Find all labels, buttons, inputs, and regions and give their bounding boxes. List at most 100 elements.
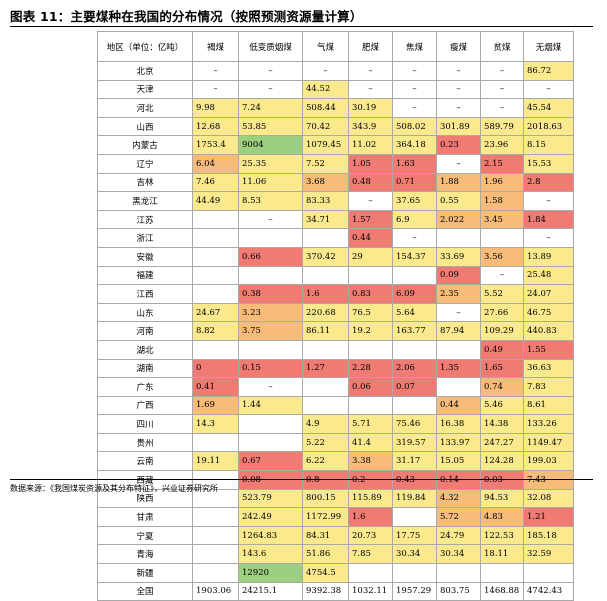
value-cell: 8.61 bbox=[523, 395, 574, 416]
value-cell: 1.84 bbox=[523, 209, 574, 230]
value-cell bbox=[436, 339, 481, 360]
value-cell: 9004 bbox=[238, 135, 303, 155]
table-row: 内蒙古 1753.4 9004 1079.45 11.02 364.18 0.23 23.96… bbox=[97, 135, 574, 155]
value-cell: – bbox=[392, 98, 437, 118]
value-cell: 1.6 bbox=[348, 507, 393, 527]
value-cell: 0.48 bbox=[348, 172, 393, 193]
region-cell: 天津 bbox=[97, 79, 193, 100]
value-cell: 0.67 bbox=[238, 451, 303, 472]
source-note: 数据来源：《我国煤炭资源及其分布特征》，兴业证券研究所 bbox=[10, 484, 218, 493]
region-cell: 贵州 bbox=[97, 432, 193, 453]
region-cell: 河南 bbox=[97, 321, 193, 341]
region-cell: 河北 bbox=[97, 98, 193, 118]
value-cell: 1079.45 bbox=[302, 135, 349, 155]
value-cell: 20.73 bbox=[348, 525, 393, 546]
value-cell: 0.44 bbox=[348, 228, 393, 248]
value-cell: 2.15 bbox=[480, 153, 524, 174]
region-cell: 广西 bbox=[97, 395, 193, 416]
value-cell: 8.53 bbox=[238, 191, 303, 211]
region-cell: 云南 bbox=[97, 451, 193, 472]
value-cell: 1.63 bbox=[392, 153, 437, 174]
region-cell: 吉林 bbox=[97, 172, 193, 193]
table-total-row: 全国 1903.06 24215.1 9392.38 1032.11 1957.29 803… bbox=[97, 581, 574, 601]
column-header: 肥煤 bbox=[348, 31, 393, 62]
value-cell: – bbox=[436, 98, 481, 118]
value-cell: – bbox=[192, 79, 239, 100]
value-cell: 2.35 bbox=[436, 284, 481, 304]
value-cell: 1753.4 bbox=[192, 135, 239, 155]
table-row: 山东 24.67 3.23 220.68 76.5 5.64–27.66 46.75 bbox=[97, 302, 574, 323]
value-cell: 1172.99 bbox=[302, 507, 349, 527]
value-cell: – bbox=[192, 61, 239, 81]
value-cell bbox=[302, 228, 349, 248]
value-cell: 41.4 bbox=[348, 432, 393, 453]
value-cell: 0.06 bbox=[348, 377, 393, 397]
value-cell: 3.68 bbox=[302, 172, 349, 193]
column-header: 焦煤 bbox=[392, 31, 437, 62]
value-cell: 7.85 bbox=[348, 544, 393, 565]
value-cell: 5.52 bbox=[480, 284, 524, 304]
table-row: 北京 – – – – – – –86.72 bbox=[97, 61, 574, 81]
value-cell: 9392.38 bbox=[302, 581, 349, 601]
value-cell: 5.46 bbox=[480, 395, 524, 416]
value-cell: 364.18 bbox=[392, 135, 437, 155]
value-cell: 0.71 bbox=[392, 172, 437, 193]
table-row: 甘肃 242.49 1172.99 1.6 5.72 4.83 1.21 bbox=[97, 507, 574, 527]
value-cell: 5.22 bbox=[302, 432, 349, 453]
region-cell: 内蒙古 bbox=[97, 135, 193, 155]
value-cell bbox=[392, 395, 437, 416]
value-cell: 242.49 bbox=[238, 507, 303, 527]
value-cell: 122.53 bbox=[480, 525, 524, 546]
value-cell: 1.58 bbox=[480, 191, 524, 211]
value-cell: 15.05 bbox=[436, 451, 481, 472]
column-header: 气煤 bbox=[302, 31, 349, 62]
value-cell: 4.32 bbox=[436, 488, 481, 509]
region-cell: 青海 bbox=[97, 544, 193, 565]
value-cell bbox=[192, 563, 239, 583]
value-cell: 1.6 bbox=[302, 284, 349, 304]
table-row: 宁夏 1264.83 84.31 20.73 17.75 24.79 122.53 185.1… bbox=[97, 525, 574, 546]
column-header: 地区（单位：亿吨） bbox=[97, 31, 193, 62]
value-cell: 23.96 bbox=[480, 135, 524, 155]
value-cell: 76.5 bbox=[348, 302, 393, 323]
value-cell: 32.59 bbox=[523, 544, 574, 565]
column-header: 低变质烟煤 bbox=[238, 31, 303, 62]
table-row: 山西 12.68 53.85 70.42 343.9 508.02 301.89 589.79… bbox=[97, 116, 574, 137]
value-cell bbox=[523, 563, 574, 583]
value-cell bbox=[238, 414, 303, 434]
value-cell: – bbox=[392, 61, 437, 81]
value-cell bbox=[192, 339, 239, 360]
value-cell: 7.46 bbox=[192, 172, 239, 193]
value-cell: 803.75 bbox=[436, 581, 481, 601]
value-cell: 29 bbox=[348, 246, 393, 267]
value-cell: 1149.47 bbox=[523, 432, 574, 453]
value-cell: 508.02 bbox=[392, 116, 437, 137]
value-cell: 51.86 bbox=[302, 544, 349, 565]
value-cell: 6.22 bbox=[302, 451, 349, 472]
value-cell: – bbox=[238, 209, 303, 230]
value-cell: 14.38 bbox=[480, 414, 524, 434]
value-cell: 1.44 bbox=[238, 395, 303, 416]
value-cell: 2.06 bbox=[392, 358, 437, 379]
value-cell: 3.75 bbox=[238, 321, 303, 341]
value-cell bbox=[192, 246, 239, 267]
region-cell: 湖北 bbox=[97, 339, 193, 360]
value-cell: 143.6 bbox=[238, 544, 303, 565]
value-cell: 24.07 bbox=[523, 284, 574, 304]
value-cell: 84.31 bbox=[302, 525, 349, 546]
value-cell bbox=[392, 339, 437, 360]
title-divider bbox=[10, 26, 593, 27]
value-cell: – bbox=[523, 79, 574, 100]
table-row: 河南 8.82 3.75 86.11 19.2 163.77 87.94 109.29 440.… bbox=[97, 321, 574, 341]
value-cell: 32.08 bbox=[523, 488, 574, 509]
table-row: 广西 1.69 1.44 0.44 5.46 8.61 bbox=[97, 395, 574, 416]
value-cell: 1.57 bbox=[348, 209, 393, 230]
value-cell bbox=[348, 563, 393, 583]
value-cell: 0.74 bbox=[480, 377, 524, 397]
value-cell: 24.67 bbox=[192, 302, 239, 323]
table-row: 浙江 0.44– – bbox=[97, 228, 574, 248]
value-cell: 0.38 bbox=[238, 284, 303, 304]
value-cell: 87.94 bbox=[436, 321, 481, 341]
value-cell: 1468.88 bbox=[480, 581, 524, 601]
value-cell: 1.27 bbox=[302, 358, 349, 379]
